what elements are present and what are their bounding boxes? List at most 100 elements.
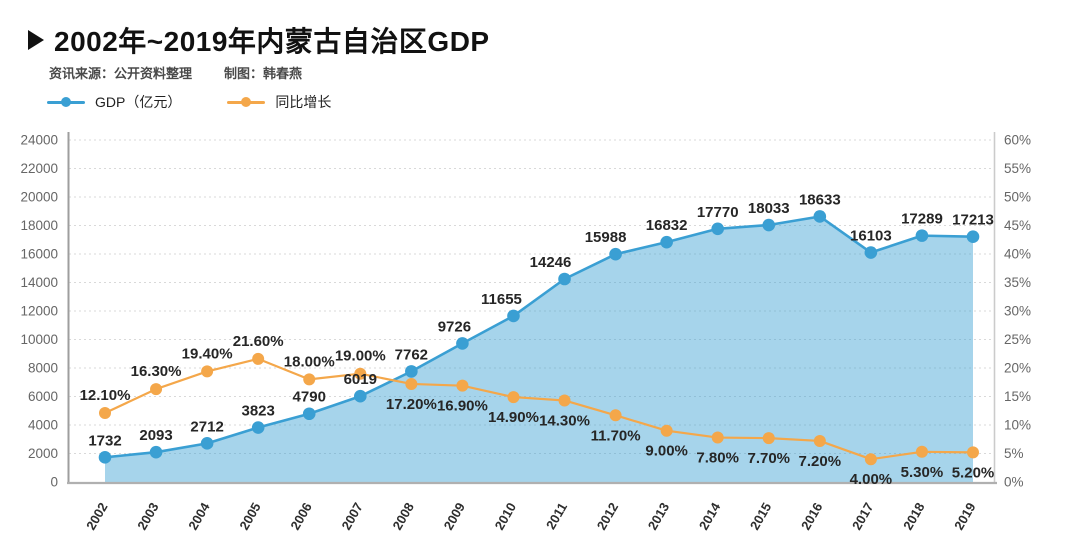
gdp-point [813, 210, 827, 223]
left-axis-tick-label: 18000 [20, 218, 58, 233]
legend-line-dot-swatch [227, 97, 266, 107]
gdp-point [507, 309, 520, 323]
growth-point [303, 373, 316, 386]
right-axis-tick-label: 30% [1004, 304, 1031, 319]
gdp-line [104, 215, 974, 459]
gdp-point [251, 421, 265, 434]
right-axis-tick-label: 60% [1004, 133, 1031, 148]
growth-point [864, 453, 877, 466]
source-label: 资讯来源：公开资料整理 [49, 66, 193, 81]
growth-value-label: 4.00% [850, 471, 893, 488]
legend-line-dot-swatch [47, 97, 85, 107]
growth-point [252, 352, 265, 365]
growth-value-label: 12.10% [80, 387, 131, 404]
gdp-point [302, 407, 316, 421]
right-axis-tick-label: 0% [1004, 475, 1024, 490]
legend-dot-icon [241, 97, 252, 107]
gdp-value-label: 18633 [799, 191, 841, 208]
year-label: 2017 [849, 500, 876, 533]
left-axis-tick-label: 16000 [20, 247, 58, 262]
gdp-point [660, 235, 673, 249]
growth-value-label: 7.20% [799, 453, 842, 470]
growth-value-label: 9.00% [645, 443, 688, 460]
growth-point [354, 367, 367, 380]
year-label: 2004 [185, 499, 213, 532]
year-label: 2013 [645, 500, 672, 533]
year-label: 2014 [696, 499, 724, 532]
growth-point [150, 383, 163, 396]
right-axis-tick-label: 45% [1004, 218, 1031, 233]
left-axis-tick-label: 4000 [28, 418, 58, 433]
growth-value-label: 11.70% [591, 427, 641, 444]
right-axis-tick-label: 20% [1004, 361, 1031, 376]
right-axis-tick-label: 15% [1004, 389, 1031, 404]
year-label: 2002 [83, 500, 110, 533]
gdp-point [98, 451, 112, 464]
gdp-point [405, 365, 418, 378]
gdp-value-label: 4790 [293, 389, 326, 406]
axes [67, 132, 997, 485]
year-label: 2012 [594, 500, 621, 533]
gdp-value-label: 14246 [530, 254, 572, 271]
gdp-value-label: 1732 [88, 432, 121, 449]
growth-point [558, 394, 571, 407]
left-axis-tick-label: 12000 [20, 304, 58, 319]
gdp-value-label: 11655 [481, 291, 522, 308]
growth-point [967, 446, 979, 459]
chart-legend: GDP（亿元） 同比增长 [47, 92, 331, 112]
gdp-points [98, 210, 980, 464]
gdp-point [864, 246, 878, 259]
growth-value-labels: 12.10%16.30%19.40%21.60%18.00% 19.00% 17.2… [80, 333, 995, 488]
left-axis-tick-label: 22000 [20, 161, 58, 176]
growth-point [762, 432, 775, 445]
year-label: 2011 [543, 500, 570, 532]
gdp-value-label: 7762 [395, 346, 428, 363]
left-axis-tick-label: 20000 [20, 190, 58, 205]
gdp-value-label: 6019 [344, 371, 377, 388]
left-axis-tick-label: 10000 [20, 332, 58, 347]
author-label: 制图：韩春燕 [224, 66, 303, 81]
growth-value-label: 7.80% [696, 450, 739, 467]
growth-point [99, 407, 111, 420]
gdp-point [353, 389, 367, 403]
growth-line [104, 357, 974, 461]
right-axis-tick-label: 35% [1004, 275, 1031, 290]
legend-item-growth: 同比增长 [227, 92, 331, 112]
legend-item-gdp: GDP（亿元） [47, 92, 181, 112]
growth-point [711, 431, 724, 444]
right-axis-tick-label: 5% [1004, 446, 1024, 461]
growth-value-label: 14.30% [539, 412, 590, 429]
gdp-value-label: 17213 [952, 212, 994, 229]
growth-value-label: 14.90% [488, 409, 539, 426]
gdp-value-label: 16832 [646, 217, 688, 234]
growth-points [99, 352, 979, 466]
legend-label: GDP（亿元） [95, 94, 182, 110]
gdp-value-labels: 1732 2093 2712 3823 4790 6019 7762 9726 11655 142… [88, 191, 994, 449]
growth-value-label: 18.00% [284, 353, 335, 370]
gdp-value-label: 2712 [190, 418, 223, 435]
chart-svg: 0 0% 2000 5% 4000 10% 6000 15% 8000 20% 10000 25% 12… [20, 132, 1031, 533]
growth-value-label: 21.60% [233, 333, 284, 350]
gdp-value-label: 16103 [850, 228, 892, 245]
growth-value-label: 16.90% [437, 398, 488, 415]
right-axis-tick-label: 25% [1004, 332, 1031, 347]
growth-point [915, 445, 928, 458]
gdp-growth-chart: 0 0% 2000 5% 4000 10% 6000 15% 8000 20% 10000 25% 12… [0, 118, 1080, 555]
year-label: 2019 [951, 500, 978, 533]
page-title: 2002年~2019年内蒙古自治区GDP [54, 26, 490, 57]
gdp-value-label: 2093 [139, 427, 172, 444]
left-axis-tick-label: 6000 [28, 389, 58, 404]
left-axis-tick-label: 2000 [28, 446, 58, 461]
right-axis-tick-label: 40% [1004, 247, 1031, 262]
left-axis-tick-label: 24000 [20, 133, 58, 148]
growth-value-label: 19.00% [335, 348, 386, 365]
growth-value-label: 5.20% [952, 464, 995, 481]
growth-value-label: 17.20% [386, 396, 437, 413]
year-label: 2016 [798, 500, 825, 533]
gridlines [69, 139, 994, 454]
growth-point [456, 379, 469, 392]
growth-point [660, 424, 673, 437]
chart-subtitle: 资讯来源：公开资料整理 制图：韩春燕 [49, 63, 302, 82]
legend-label: 同比增长 [275, 94, 332, 110]
